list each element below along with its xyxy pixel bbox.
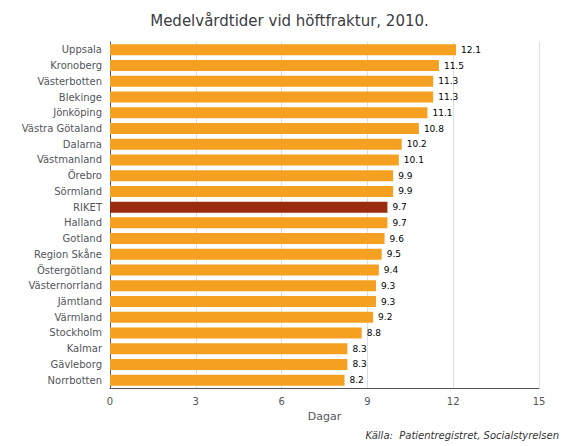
svg-text:11.1: 11.1: [432, 108, 452, 118]
svg-text:9.5: 9.5: [387, 249, 401, 259]
svg-text:8.3: 8.3: [352, 344, 366, 354]
svg-text:6: 6: [278, 396, 284, 407]
svg-text:Norrbotten: Norrbotten: [48, 375, 102, 386]
svg-text:Gotland: Gotland: [63, 233, 102, 244]
svg-text:Örebro: Örebro: [68, 169, 102, 181]
svg-text:RIKET: RIKET: [73, 202, 103, 213]
svg-text:Blekinge: Blekinge: [59, 92, 102, 103]
svg-text:Dalarna: Dalarna: [63, 139, 102, 150]
svg-text:3: 3: [193, 396, 199, 407]
svg-text:12: 12: [447, 396, 460, 407]
svg-text:Medelvårdtider vid höftfraktur: Medelvårdtider vid höftfraktur, 2010.: [150, 12, 429, 30]
svg-text:Region Skåne: Region Skåne: [34, 248, 102, 260]
svg-text:9.6: 9.6: [390, 234, 405, 244]
svg-text:10.2: 10.2: [407, 139, 427, 149]
svg-text:9.7: 9.7: [392, 202, 406, 212]
svg-text:Dagar: Dagar: [308, 410, 342, 423]
svg-text:Kronoberg: Kronoberg: [50, 60, 102, 71]
svg-text:10.1: 10.1: [404, 155, 424, 165]
svg-text:9.2: 9.2: [378, 312, 392, 322]
svg-text:10.8: 10.8: [424, 124, 444, 134]
svg-text:9.3: 9.3: [381, 281, 395, 291]
svg-text:8.8: 8.8: [367, 328, 382, 338]
svg-text:9.9: 9.9: [398, 171, 413, 181]
svg-text:9.9: 9.9: [398, 186, 413, 196]
svg-text:Värmland: Värmland: [55, 312, 102, 323]
svg-text:Västmanland: Västmanland: [37, 154, 102, 165]
svg-text:Västerbotten: Västerbotten: [38, 76, 102, 87]
svg-text:Sörmland: Sörmland: [54, 186, 102, 197]
svg-text:Jämtland: Jämtland: [57, 296, 102, 307]
svg-text:9.3: 9.3: [381, 297, 395, 307]
svg-text:11.3: 11.3: [438, 92, 458, 102]
svg-text:Västernorrland: Västernorrland: [28, 280, 102, 291]
svg-text:Gävleborg: Gävleborg: [51, 359, 102, 370]
svg-text:9.4: 9.4: [384, 265, 399, 275]
svg-text:Uppsala: Uppsala: [62, 44, 102, 55]
svg-text:Östergötland: Östergötland: [37, 264, 102, 276]
svg-text:15: 15: [533, 396, 546, 407]
svg-text:8.2: 8.2: [350, 375, 364, 385]
svg-text:8.3: 8.3: [352, 359, 366, 369]
svg-text:Stockholm: Stockholm: [49, 327, 102, 338]
svg-text:Jönköping: Jönköping: [52, 107, 102, 118]
svg-text:Källa: Patientregistret, Soci: Källa: Patientregistret, Socialstyrelsen: [365, 430, 559, 441]
svg-text:12.1: 12.1: [461, 45, 481, 55]
svg-text:Kalmar: Kalmar: [67, 343, 103, 354]
svg-text:9.7: 9.7: [392, 218, 406, 228]
svg-text:11.3: 11.3: [438, 76, 458, 86]
svg-text:9: 9: [364, 396, 370, 407]
svg-text:Västra Götaland: Västra Götaland: [22, 123, 102, 134]
svg-text:11.5: 11.5: [444, 61, 464, 71]
svg-text:Halland: Halland: [64, 217, 102, 228]
svg-text:0: 0: [107, 396, 113, 407]
